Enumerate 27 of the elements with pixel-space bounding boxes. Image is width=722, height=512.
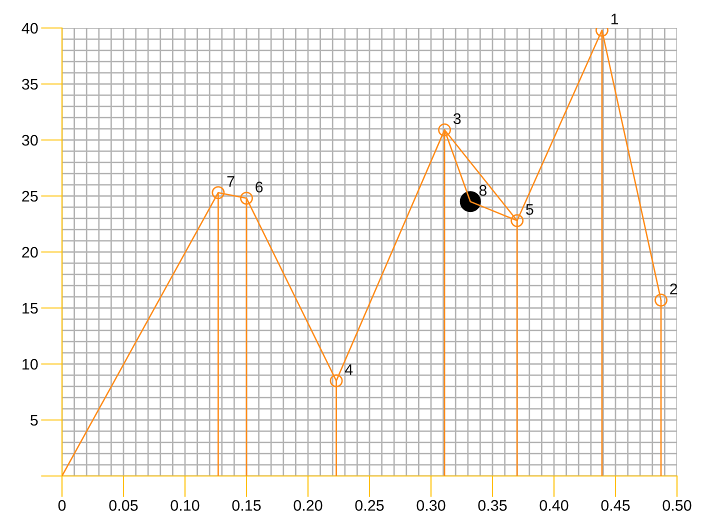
- y-tick-label: 20: [22, 246, 38, 258]
- x-tick-label: 0.50: [662, 500, 692, 511]
- annotation: 4: [344, 364, 353, 375]
- annotation: 6: [256, 182, 263, 192]
- y-tick-label: 25: [22, 190, 38, 202]
- annotation: 8: [479, 184, 487, 196]
- annotation: 5: [526, 204, 534, 215]
- y-tick-label: 40: [22, 22, 38, 34]
- annotation: 7: [227, 176, 234, 187]
- x-tick-label: 0.20: [294, 500, 322, 511]
- y-tick-label: 15: [22, 303, 38, 314]
- x-tick-label: 0.25: [355, 500, 384, 511]
- y-tick-label: 30: [22, 134, 38, 146]
- annotation: 1: [611, 14, 618, 24]
- annotation: 3: [453, 113, 461, 124]
- annotation: 2: [670, 284, 678, 294]
- x-tick-label: 0.05: [109, 500, 138, 511]
- x-tick-label: 0: [58, 500, 66, 511]
- y-tick-label: 5: [30, 415, 38, 426]
- x-tick-label: 0.45: [601, 500, 630, 511]
- y-tick-label: 35: [22, 78, 38, 90]
- x-tick-label: 0.30: [416, 500, 446, 511]
- x-tick-label: 0.40: [540, 500, 568, 511]
- x-tick-label: 0.15: [232, 500, 261, 511]
- x-tick-label: 0.35: [478, 500, 507, 511]
- y-tick-label: 10: [22, 358, 38, 370]
- x-tick-label: 0.10: [170, 500, 200, 511]
